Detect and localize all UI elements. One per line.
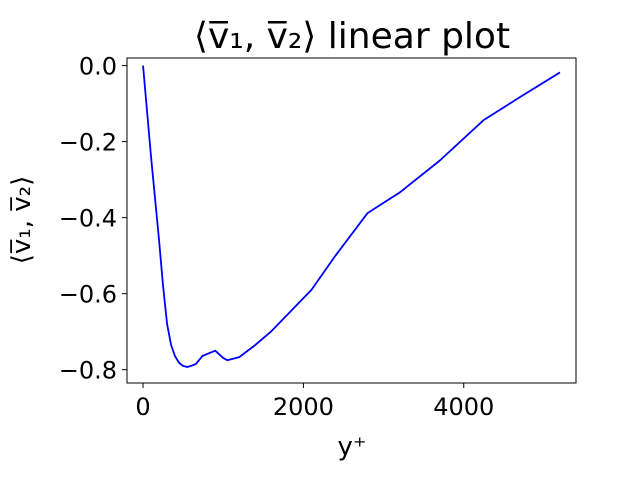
y-tick-label: −0.4: [59, 205, 117, 233]
x-tick-label: 0: [135, 393, 150, 421]
x-tick-label: 4000: [433, 393, 494, 421]
y-tick-label: −0.6: [59, 281, 117, 309]
y-tick-label: −0.8: [59, 357, 117, 385]
chart-title: ⟨v̅₁, v̅₂⟩ linear plot: [194, 16, 510, 57]
x-tick-label: 2000: [273, 393, 334, 421]
plot-area: [126, 57, 577, 384]
y-axis-label: ⟨v̅₁, v̅₂⟩: [7, 176, 37, 264]
y-tick-label: −0.2: [59, 129, 117, 157]
series-line-0: [142, 65, 561, 368]
plot-frame: [126, 57, 577, 384]
x-axis-ticks: 0 2000 4000: [135, 383, 494, 421]
y-tick-label: 0.0: [79, 53, 117, 81]
y-axis-ticks: 0.0 −0.2 −0.4 −0.6 −0.8: [59, 53, 127, 385]
series-layer: [142, 65, 561, 368]
x-axis-label: y⁺: [337, 432, 366, 462]
